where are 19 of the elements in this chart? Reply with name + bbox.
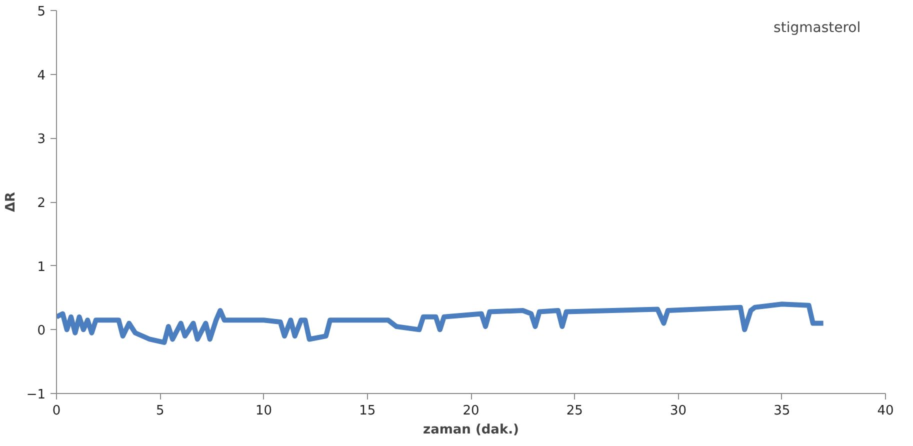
y-axis-title: ΔR <box>3 192 18 212</box>
y-tick-label: 3 <box>37 132 46 148</box>
y-tick-label: 2 <box>37 196 46 211</box>
x-axis-title: zaman (dak.) <box>423 422 519 438</box>
y-tick-label: 4 <box>37 68 46 84</box>
y-tick-label: −1 <box>26 388 46 402</box>
x-tick-label: 5 <box>156 404 164 418</box>
x-tick-label: 25 <box>566 404 583 418</box>
y-tick-label: 0 <box>37 324 46 339</box>
x-tick-label: 20 <box>462 404 480 418</box>
x-tick-label: 30 <box>670 404 687 418</box>
y-tick-label: 5 <box>37 4 46 20</box>
x-tick-label: 0 <box>52 404 61 418</box>
x-tick-label: 15 <box>359 404 376 418</box>
x-tick-label: 35 <box>774 404 790 418</box>
annotation: stigmasterol <box>774 20 861 36</box>
x-tick-label: 40 <box>877 404 894 418</box>
y-tick-label: 1 <box>37 260 46 275</box>
x-tick-label: 10 <box>255 404 272 418</box>
